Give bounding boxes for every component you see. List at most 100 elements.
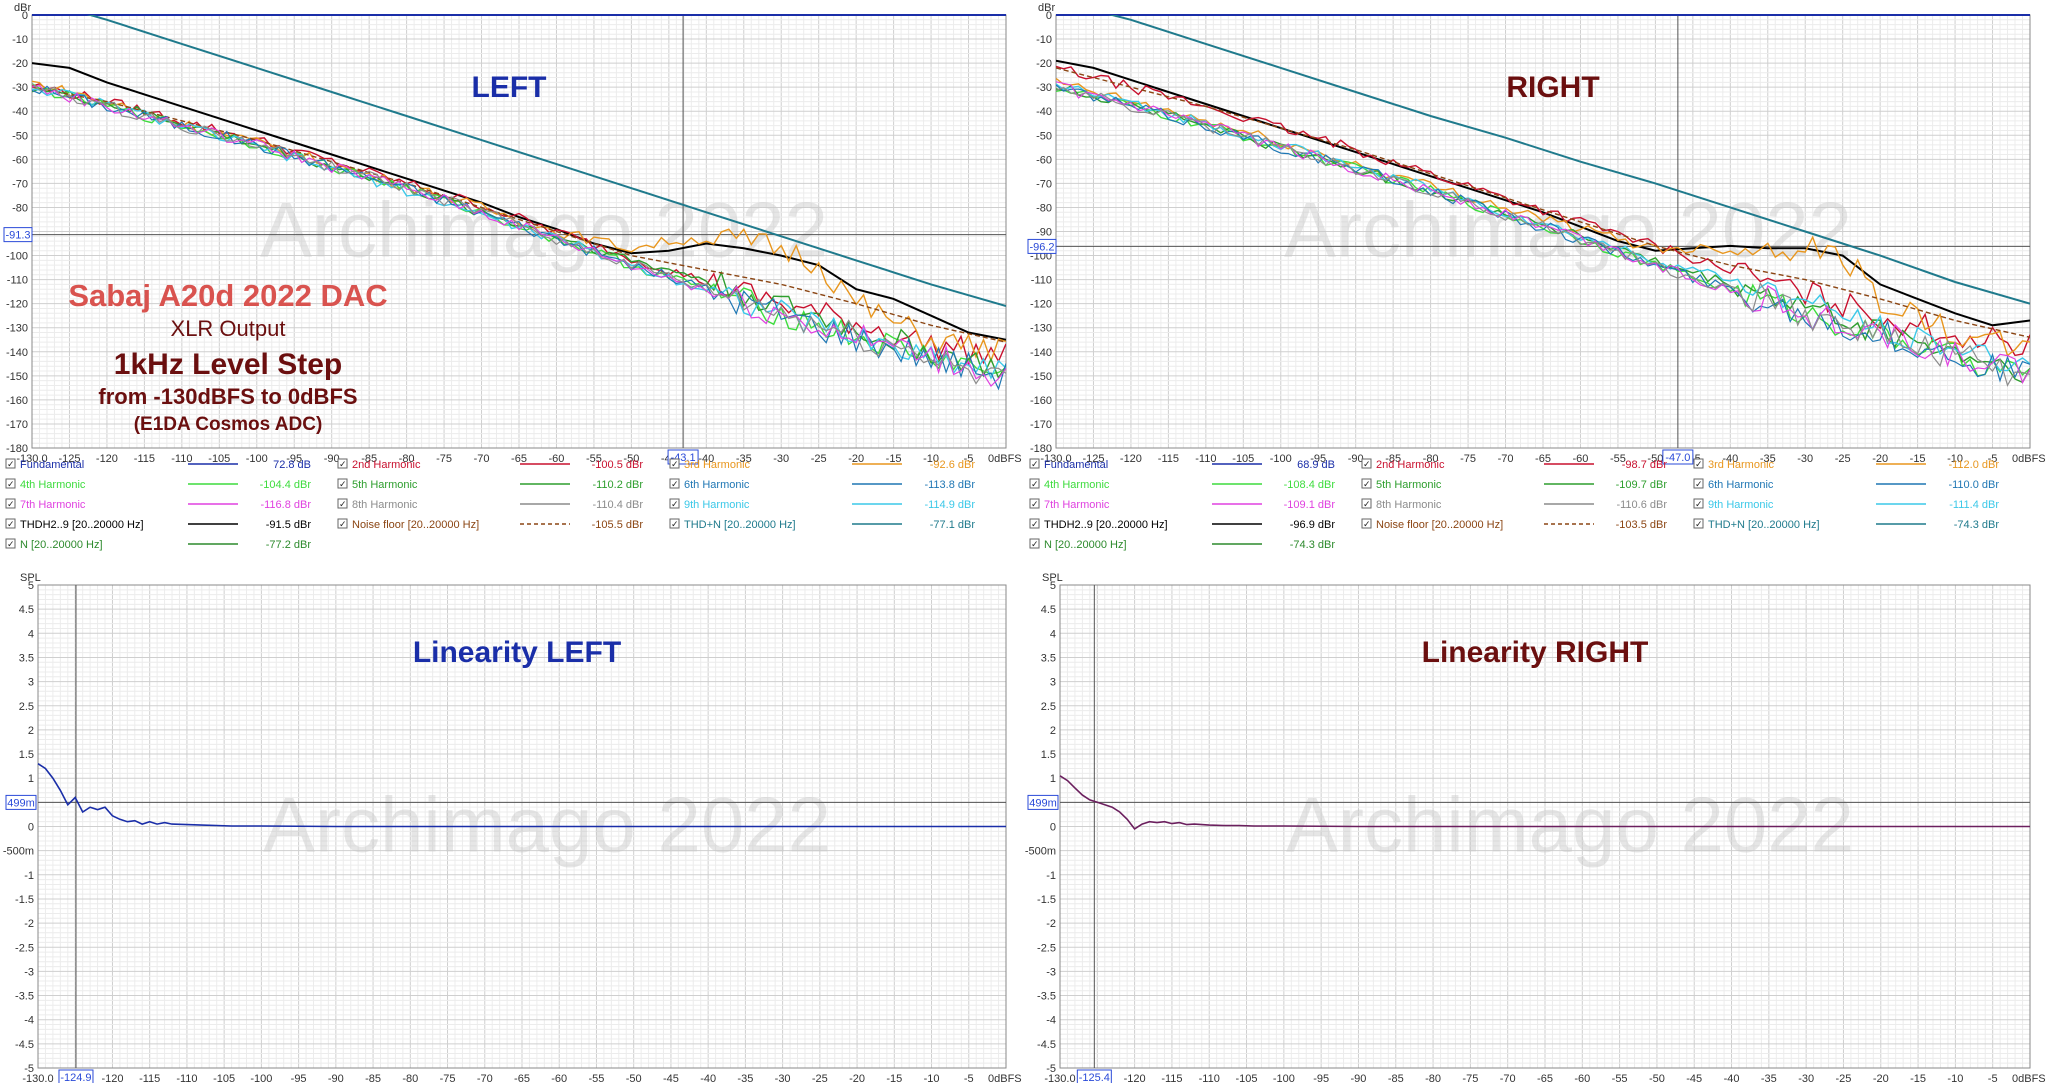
legend-label: 6th Harmonic — [684, 479, 750, 491]
legend-checkbox[interactable] — [1693, 498, 1704, 509]
check-icon: ✓ — [7, 479, 15, 489]
legend-checkbox[interactable] — [337, 478, 348, 489]
y-tick-label: 2 — [1050, 725, 1056, 737]
x-tick-label: -5 — [964, 453, 974, 465]
x-tick-label: -130.0 — [1040, 453, 1071, 465]
legend-checkbox[interactable] — [1361, 478, 1372, 489]
cursor-y-box[interactable] — [1027, 794, 1059, 810]
y-tick-label: -140 — [6, 347, 28, 359]
y-tick-label: 0 — [1050, 822, 1056, 834]
legend-checkbox[interactable] — [1361, 518, 1372, 529]
y-tick-label: -500m — [1025, 846, 1056, 858]
legend-checkbox[interactable] — [5, 498, 16, 509]
legend-checkbox[interactable] — [337, 518, 348, 529]
cursor-y-value: -91.3 — [5, 230, 30, 242]
x-tick-label: -90 — [328, 1073, 344, 1083]
legend-checkbox[interactable] — [5, 518, 16, 529]
legend-checkbox[interactable] — [5, 478, 16, 489]
legend-checkbox[interactable] — [1029, 538, 1040, 549]
cursor-y-box[interactable] — [1027, 238, 1057, 254]
legend-checkbox[interactable] — [1361, 458, 1372, 469]
check-icon: ✓ — [1695, 459, 1703, 469]
legend-checkbox[interactable] — [669, 478, 680, 489]
legend-checkbox[interactable] — [1029, 498, 1040, 509]
check-icon: ✓ — [1031, 499, 1039, 509]
chart-title: LEFT — [472, 71, 547, 104]
y-tick-label: -70 — [12, 178, 28, 190]
check-icon: ✓ — [7, 519, 15, 529]
x-tick-label: -100 — [246, 453, 268, 465]
legend-value: -113.8 dBr — [924, 479, 975, 491]
cursor-y-value: 499m — [7, 797, 35, 809]
check-icon: ✓ — [7, 459, 15, 469]
legend-checkbox[interactable] — [1693, 458, 1704, 469]
legend-checkbox[interactable] — [1361, 498, 1372, 509]
y-tick-label: 0 — [1046, 10, 1052, 22]
y-tick-label: -20 — [12, 58, 28, 70]
legend-checkbox[interactable] — [1693, 478, 1704, 489]
series-h3 — [32, 80, 1006, 363]
legend-checkbox[interactable] — [1029, 458, 1040, 469]
y-tick-label: -120 — [1030, 299, 1052, 311]
series-thdn — [1108, 15, 2030, 305]
legend-checkbox[interactable] — [669, 518, 680, 529]
y-tick-label: 5 — [28, 580, 34, 592]
cursor-x-value: -125.4 — [1079, 1072, 1110, 1083]
x-tick-label: -85 — [361, 453, 377, 465]
legend-label: 5th Harmonic — [1376, 479, 1442, 491]
x-tick-label: -65 — [1535, 453, 1551, 465]
y-tick-label: -130 — [6, 323, 28, 335]
legend-label: 4th Harmonic — [20, 479, 86, 491]
legend-checkbox[interactable] — [337, 498, 348, 509]
watermark-text: Archimago 2022 — [1286, 781, 1854, 869]
series-h2 — [1056, 65, 2030, 357]
x-tick-label: -75 — [436, 453, 452, 465]
x-tick-label: -105 — [1232, 453, 1254, 465]
legend-checkbox[interactable] — [5, 458, 16, 469]
check-icon: ✓ — [1695, 499, 1703, 509]
legend-checkbox[interactable] — [1693, 518, 1704, 529]
y-tick-label: -3 — [1046, 966, 1056, 978]
y-tick-label: 3 — [1050, 677, 1056, 689]
x-tick-label: -75 — [440, 1073, 456, 1083]
check-icon: ✓ — [1363, 459, 1371, 469]
cursor-x-box[interactable] — [1662, 449, 1694, 465]
legend-checkbox[interactable] — [1029, 478, 1040, 489]
y-tick-label: 2.5 — [1041, 701, 1056, 713]
x-tick-label: -95 — [286, 453, 302, 465]
legend-value: 68.9 dB — [1297, 459, 1335, 471]
x-tick-label: -115 — [134, 453, 155, 465]
cursor-y-box[interactable] — [5, 794, 37, 810]
legend-value: -77.2 dBr — [266, 539, 312, 551]
y-tick-label: -70 — [1036, 178, 1052, 190]
legend-label: THD+N [20..20000 Hz] — [684, 519, 796, 531]
y-tick-label: -40 — [12, 106, 28, 118]
legend-label: 9th Harmonic — [684, 499, 750, 511]
series-linearity — [37, 763, 1006, 828]
series-h7 — [32, 85, 1006, 388]
legend-value: -108.4 dBr — [1284, 479, 1336, 491]
legend-value: -74.3 dBr — [1290, 539, 1336, 551]
legend-checkbox[interactable] — [1029, 518, 1040, 529]
legend-value: -116.8 dBr — [260, 499, 311, 511]
check-icon: ✓ — [1695, 479, 1703, 489]
legend-label: 7th Harmonic — [20, 499, 86, 511]
series-thd — [1056, 59, 2030, 327]
x-tick-label: -70 — [477, 1073, 493, 1083]
legend-checkbox[interactable] — [5, 538, 16, 549]
y-tick-label: 4.5 — [19, 604, 34, 616]
legend-checkbox[interactable] — [337, 458, 348, 469]
x-tick-label: -45 — [663, 1073, 679, 1083]
x-tick-label: -80 — [399, 453, 415, 465]
annotation-range: from -130dBFS to 0dBFS — [98, 384, 357, 409]
cursor-y-box[interactable] — [3, 227, 33, 243]
legend-checkbox[interactable] — [669, 498, 680, 509]
x-tick-label: -90 — [1351, 1073, 1367, 1083]
check-icon: ✓ — [671, 479, 679, 489]
annotation-output: XLR Output — [171, 316, 286, 341]
x-tick-label: -110 — [1199, 1073, 1220, 1083]
legend-value: -91.5 dBr — [266, 519, 312, 531]
x-tick-label: -35 — [737, 1073, 753, 1083]
legend-checkbox[interactable] — [669, 458, 680, 469]
y-tick-label: -1.5 — [15, 894, 34, 906]
